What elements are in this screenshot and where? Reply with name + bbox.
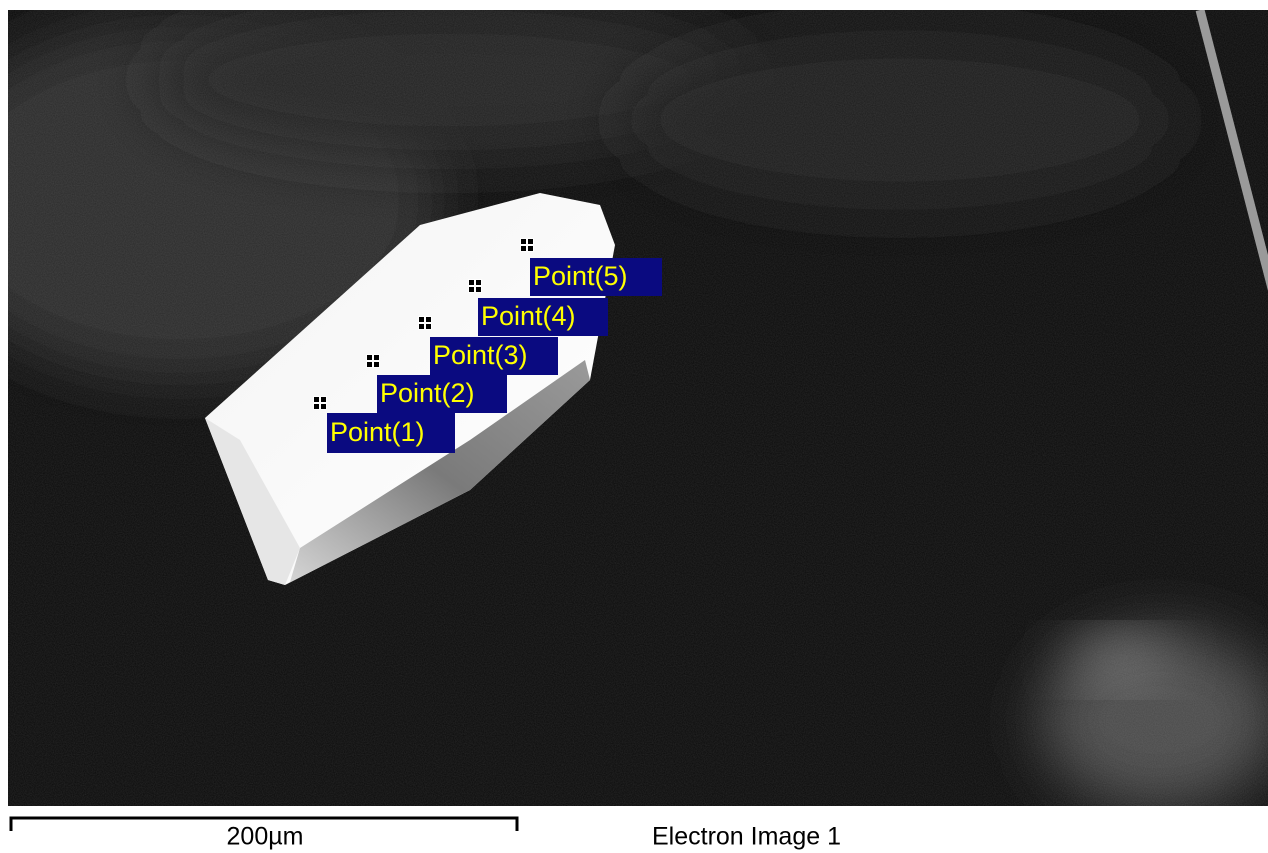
micrograph [0, 0, 1268, 810]
point-marker [520, 238, 534, 252]
point-marker [468, 279, 482, 293]
image-caption: Electron Image 1 [652, 823, 841, 851]
point-marker [366, 354, 380, 368]
point-marker [418, 316, 432, 330]
point-label: Point(5) [533, 261, 628, 291]
point-marker [313, 396, 327, 410]
point-label: Point(2) [380, 378, 475, 408]
point-label: Point(3) [433, 340, 528, 370]
page: Point(1) Point(2) Point(3) Point(4) Poin… [0, 0, 1268, 853]
sem-view: Point(1) Point(2) Point(3) Point(4) Poin… [0, 0, 1268, 853]
point-label: Point(1) [330, 417, 425, 447]
scale-bar-label: 200µm [227, 823, 304, 851]
point-label: Point(4) [481, 301, 576, 331]
